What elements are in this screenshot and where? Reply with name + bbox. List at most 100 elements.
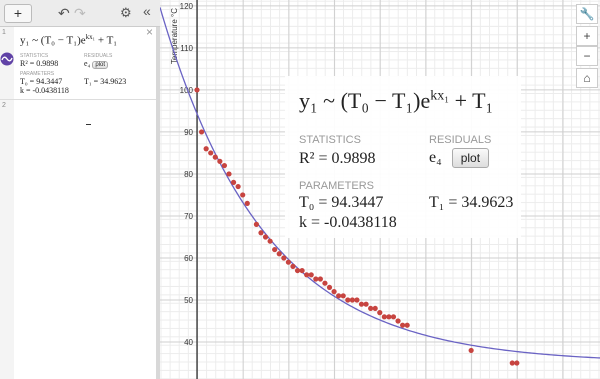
formula: y₁ ~ (T₀ − T₁)ekx₁ + T₁: [299, 88, 493, 114]
r2-value: 0.9898: [36, 59, 59, 68]
y-tick-label: 120: [180, 2, 194, 11]
param: T₀ = 94.3447: [299, 194, 383, 212]
expression-row[interactable]: 1 × y₁ ~ (T₀ − T₁)ekx₁ + T₁ STATISTICS R…: [0, 25, 156, 100]
data-point: [267, 238, 273, 244]
cursor: [86, 124, 91, 125]
param-value: -0.0438118: [32, 86, 69, 95]
delete[interactable]: ×: [146, 25, 154, 39]
residual: e₄ plot: [429, 148, 490, 168]
data-point: [194, 87, 200, 93]
r2: R² = 0.9898: [20, 59, 58, 68]
settings[interactable]: ⚙: [120, 5, 132, 20]
data-point: [354, 297, 360, 303]
data-point: [217, 158, 223, 164]
data-point: [235, 183, 241, 190]
data-point: [395, 318, 401, 324]
regression-tooltip: y₁ ~ (T₀ − T₁)ekx₁ + T₁ STATISTICS RESID…: [285, 76, 521, 238]
plot-button[interactable]: plot: [92, 61, 109, 69]
toolbar: + ↶ ↷ ⚙ «: [0, 0, 160, 27]
row-number: 1: [2, 29, 6, 36]
parameters-label: PARAMETERS: [299, 180, 374, 192]
y-tick-label: 80: [184, 170, 193, 179]
data-point: [290, 263, 296, 269]
plot-button[interactable]: plot: [451, 148, 490, 168]
param-label: T₀ =: [20, 77, 35, 86]
param-label: T₁ =: [84, 77, 99, 86]
formula-lhs: y₁ ~ (T₀ − T₁)e: [299, 88, 431, 113]
data-point: [322, 280, 328, 286]
expression-list: 1 × y₁ ~ (T₀ − T₁)ekx₁ + T₁ STATISTICS R…: [0, 25, 157, 379]
data-point: [404, 322, 410, 328]
param: k = -0.0438118: [299, 214, 397, 232]
y-tick-label: 70: [184, 212, 193, 221]
data-point: [317, 276, 323, 282]
y-tick-label: 110: [180, 44, 193, 53]
data-point: [313, 276, 319, 282]
r2-value: 0.9898: [331, 150, 376, 167]
y-tick-label: 60: [184, 254, 193, 263]
data-point: [304, 272, 310, 278]
collapse[interactable]: «: [143, 3, 151, 19]
row-number: 2: [2, 102, 6, 109]
data-point: [372, 305, 378, 312]
residual-var: e₄: [429, 149, 442, 166]
data-point: [509, 360, 515, 366]
data-point: [276, 251, 282, 257]
data-point: [514, 360, 520, 366]
y-tick-label: 50: [184, 296, 193, 305]
param-label: T₀ =: [299, 194, 328, 211]
data-point: [326, 284, 333, 291]
r2: R² = 0.9898: [299, 150, 376, 168]
param: T₀ = 94.3447: [20, 77, 62, 86]
param-value: -0.0438118: [324, 214, 397, 231]
param-value: 94.3447: [36, 77, 63, 86]
param: T₁ = 34.9623: [429, 194, 513, 212]
param-value: 94.3447: [331, 194, 384, 211]
data-point: [390, 314, 397, 320]
residuals-label: RESIDUALS: [84, 53, 113, 59]
param-value: 34.9623: [461, 194, 514, 211]
data-point: [212, 154, 218, 160]
formula-rhs: + T₁: [454, 88, 494, 113]
formula-exponent: kx₁: [430, 88, 450, 104]
data-point: [468, 347, 474, 354]
data-point: [336, 293, 342, 299]
data-point: [340, 293, 346, 299]
y-tick-label: 40: [184, 338, 193, 347]
param-label: T₁ =: [429, 194, 458, 211]
data-point: [400, 322, 406, 328]
data-point: [308, 272, 314, 278]
parameters-label: PARAMETERS: [20, 71, 55, 77]
redo[interactable]: ↷: [74, 5, 86, 21]
scrollbar[interactable]: [156, 27, 160, 379]
expression-row[interactable]: 2: [0, 100, 156, 379]
wrench[interactable]: 🔧: [576, 4, 598, 24]
zoom-out[interactable]: −: [576, 46, 598, 66]
residual: e₄ plot: [84, 59, 109, 69]
data-point: [262, 234, 269, 240]
formula-exponent: kx₁: [85, 33, 96, 41]
undo[interactable]: ↶: [58, 5, 70, 21]
data-point: [281, 255, 287, 261]
formula-lhs: y₁ ~ (T₀ − T₁)e: [20, 34, 86, 47]
data-point: [258, 230, 264, 236]
data-point: [285, 259, 291, 265]
add-button[interactable]: +: [4, 4, 32, 23]
data-point: [368, 305, 374, 312]
data-point: [272, 246, 278, 253]
formula-rhs: + T₁: [97, 34, 118, 47]
r2-label: R² =: [299, 150, 328, 167]
residuals-label: RESIDUALS: [429, 134, 492, 146]
data-point: [208, 150, 214, 156]
param-label: k =: [20, 86, 31, 95]
y-tick-label: 100: [180, 86, 194, 95]
zoom-in[interactable]: +: [576, 26, 598, 46]
regression-curve: [160, 7, 600, 359]
regression-icon: [0, 52, 14, 66]
data-point: [381, 314, 387, 320]
y-axis-label: Temperature °C: [170, 8, 179, 64]
data-point: [240, 192, 246, 198]
data-point: [198, 129, 205, 135]
home[interactable]: ⌂: [576, 68, 598, 88]
